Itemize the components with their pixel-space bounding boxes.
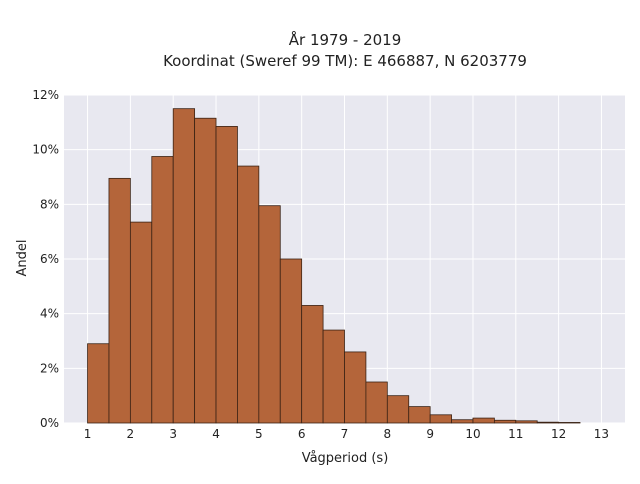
histogram-bar-15 [386, 395, 410, 424]
histogram-bar-2 [108, 177, 131, 424]
y-tick-label: 2% [40, 361, 59, 375]
x-tick-label: 3 [169, 427, 177, 441]
x-tick-label: 10 [465, 427, 480, 441]
histogram-bar-11 [301, 305, 324, 424]
x-tick-labels: 1 2 3 4 5 6 7 8 9 10 11 12 13 [84, 427, 609, 441]
x-tick-label: 4 [212, 427, 220, 441]
x-tick-label: 5 [255, 427, 263, 441]
histogram-bar-19 [472, 417, 495, 424]
y-tick-label: 6% [40, 252, 59, 266]
histogram-bar-21 [515, 420, 538, 424]
histogram-bar-3 [129, 221, 153, 424]
histogram-bar-22 [536, 421, 560, 424]
y-tick-label: 4% [40, 307, 59, 321]
y-tick-labels: 0% 2% 4% 6% 8% 10% 12% [32, 88, 59, 430]
histogram-bar-12 [322, 329, 345, 424]
histogram-bar-8 [237, 165, 260, 424]
histogram-bar-17 [429, 414, 452, 424]
y-tick-label: 8% [40, 197, 59, 211]
y-tick-label: 0% [40, 416, 59, 430]
histogram-bar-5 [172, 108, 196, 424]
y-axis-label: Andel [15, 240, 30, 277]
x-tick-label: 8 [384, 427, 392, 441]
histogram-bar-7 [215, 126, 238, 424]
x-tick-label: 9 [426, 427, 434, 441]
x-axis-label: Vågperiod (s) [302, 451, 389, 466]
histogram-bar-18 [451, 419, 474, 424]
x-tick-label: 6 [298, 427, 306, 441]
x-tick-label: 13 [594, 427, 609, 441]
histogram-bar-9 [258, 205, 281, 424]
x-tick-label: 7 [341, 427, 349, 441]
chart-title-line2: Koordinat (Sweref 99 TM): E 466887, N 62… [163, 52, 527, 70]
histogram-bar-6 [194, 117, 217, 424]
histogram-bar-1 [87, 343, 110, 424]
histogram-bar-13 [344, 351, 367, 424]
histogram-bar-23 [558, 422, 581, 424]
x-tick-label: 11 [508, 427, 523, 441]
histogram-bar-14 [365, 381, 388, 424]
x-tick-label: 2 [127, 427, 135, 441]
x-tick-label: 12 [551, 427, 566, 441]
histogram-bar-16 [408, 406, 431, 424]
histogram-bar-4 [151, 156, 174, 424]
y-tick-label: 10% [32, 143, 59, 157]
histogram-bar-10 [279, 258, 303, 424]
y-tick-label: 12% [32, 88, 59, 102]
bars [87, 108, 581, 424]
x-tick-label: 1 [84, 427, 92, 441]
histogram-bar-20 [493, 419, 517, 424]
chart-title-line1: År 1979 - 2019 [289, 30, 402, 49]
